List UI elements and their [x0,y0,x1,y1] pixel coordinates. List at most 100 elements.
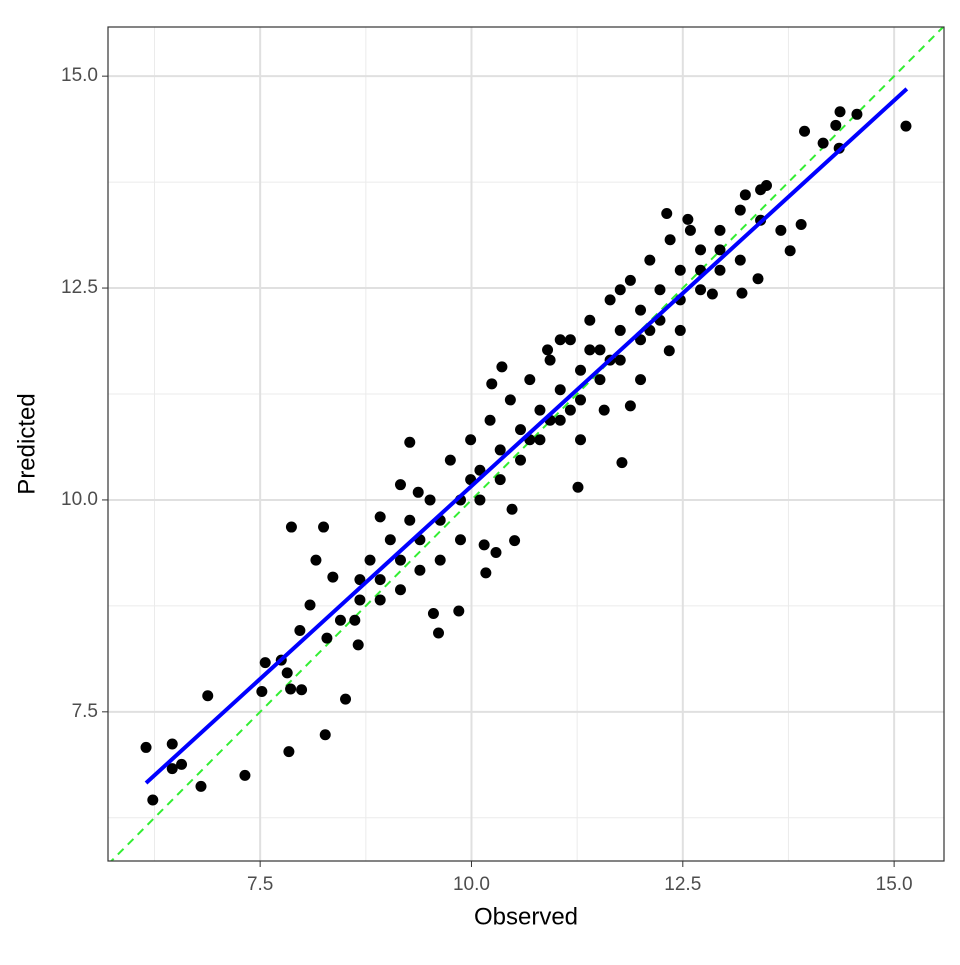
panel-border [107,26,945,862]
point [635,304,647,316]
point [474,494,486,506]
point [900,120,912,132]
point [755,184,767,196]
point [424,494,436,506]
point [598,404,610,416]
point [259,657,271,669]
point [414,564,426,576]
point [319,729,331,741]
point [661,207,673,219]
point [616,457,628,469]
point [354,574,366,586]
point [427,608,439,620]
point [614,354,626,366]
point [327,571,339,583]
point [310,554,322,566]
point [554,334,566,346]
point [682,213,694,225]
point [285,683,297,695]
point [575,394,587,406]
point [394,479,406,491]
point [496,361,508,373]
point [239,769,251,781]
point [572,481,584,493]
point [575,364,587,376]
point [195,780,207,792]
x-tick-label: 12.5 [664,874,701,895]
point [474,464,486,476]
point [509,535,521,547]
point [364,554,376,566]
x-axis-title: Observed [474,903,578,930]
point [465,434,477,446]
point [433,627,445,639]
point [775,224,787,236]
point [176,758,188,770]
point [542,344,554,356]
point [486,378,498,390]
point [584,344,596,356]
point [202,690,214,702]
point [784,245,796,257]
point [614,284,626,296]
point [564,334,576,346]
point [834,106,846,118]
point [504,394,516,406]
point [714,244,726,256]
point [354,594,366,606]
point [490,546,502,558]
point [340,693,352,705]
point [739,189,751,201]
point [674,324,686,336]
point [554,384,566,396]
point [654,284,666,296]
point [318,521,330,533]
point [434,554,446,566]
point [283,746,295,758]
point [524,374,536,386]
point [664,234,676,246]
point [453,605,465,617]
point [281,667,293,679]
point [374,574,386,586]
point [494,444,506,456]
point [484,414,496,426]
point [140,741,152,753]
fit-line [144,87,909,785]
point [734,204,746,216]
point [147,794,159,806]
point [714,224,726,236]
point [534,404,546,416]
point [394,554,406,566]
x-tick-label: 10.0 [453,874,490,895]
point [614,324,626,336]
x-tick-label: 15.0 [876,874,913,895]
point [594,344,606,356]
point [494,474,506,486]
point [334,614,346,626]
point [454,534,466,546]
point [480,567,492,579]
point [564,404,576,416]
point [166,738,178,750]
point [830,119,842,131]
point [575,434,587,446]
point [851,108,863,120]
point [321,632,333,644]
point [695,284,707,296]
point [644,254,656,266]
point [734,254,746,266]
point [594,374,606,386]
point [799,125,811,137]
point [674,264,686,276]
point [795,218,807,230]
point [695,244,707,256]
point [294,624,306,636]
point [374,594,386,606]
point [374,511,386,523]
point [736,287,748,299]
x-tick-label: 7.5 [247,874,273,895]
point [394,584,406,596]
point [166,763,178,775]
